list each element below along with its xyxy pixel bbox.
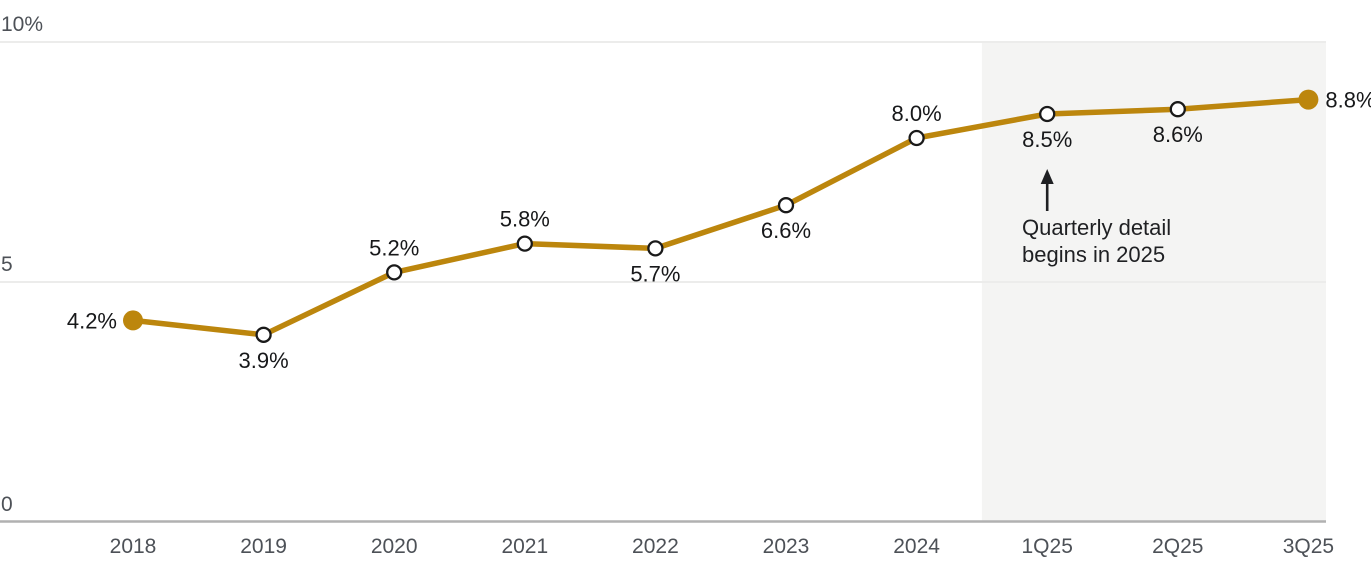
data-point-1Q25	[1039, 105, 1056, 123]
y-tick-label-10: 10%	[1, 13, 43, 36]
data-label-2023: 6.6%	[761, 218, 811, 243]
data-point-2021	[516, 235, 533, 252]
data-point-3Q25	[1298, 89, 1319, 110]
data-label-2021: 5.8%	[500, 207, 550, 232]
annotation-line-1: Quarterly detail	[1022, 215, 1172, 240]
up-arrow-head	[1040, 169, 1054, 184]
annotation: Quarterly detail begins in 2025	[1022, 214, 1171, 268]
data-label-2022: 5.7%	[630, 261, 680, 286]
data-point-2024	[908, 129, 925, 147]
trend-line	[130, 96, 1312, 338]
x-tick-label-2023: 2023	[763, 535, 810, 558]
data-label-1Q25: 8.5%	[1022, 127, 1072, 152]
y-tick-label-5: 5	[1, 253, 13, 276]
x-tick-label-2024: 2024	[893, 535, 940, 558]
x-tick-label-2019: 2019	[240, 535, 287, 558]
x-tick-label-2022: 2022	[632, 535, 679, 558]
data-point-2019	[255, 326, 272, 343]
x-tick-label-2Q25: 2Q25	[1152, 535, 1203, 558]
y-tick-label-0: 0	[1, 493, 13, 516]
x-tick-label-1Q25: 1Q25	[1022, 535, 1073, 558]
data-point-2018	[123, 310, 143, 331]
data-label-3Q25: 8.8%	[1325, 88, 1371, 113]
data-label-2Q25: 8.6%	[1153, 122, 1203, 147]
data-label-2019: 3.9%	[239, 348, 289, 373]
x-tick-label-3Q25: 3Q25	[1283, 535, 1334, 558]
x-tick-label-2018: 2018	[110, 535, 157, 558]
data-point-2Q25	[1169, 101, 1186, 118]
data-point-2020	[386, 264, 403, 281]
data-point-2023	[777, 197, 795, 214]
data-label-2024: 8.0%	[892, 101, 942, 126]
x-tick-label-2021: 2021	[501, 535, 548, 558]
data-label-2018: 4.2%	[67, 308, 117, 333]
data-point-2022	[647, 240, 664, 257]
annotation-line-2: begins in 2025	[1022, 242, 1166, 267]
data-label-2020: 5.2%	[369, 235, 419, 260]
x-tick-label-2020: 2020	[371, 535, 418, 558]
